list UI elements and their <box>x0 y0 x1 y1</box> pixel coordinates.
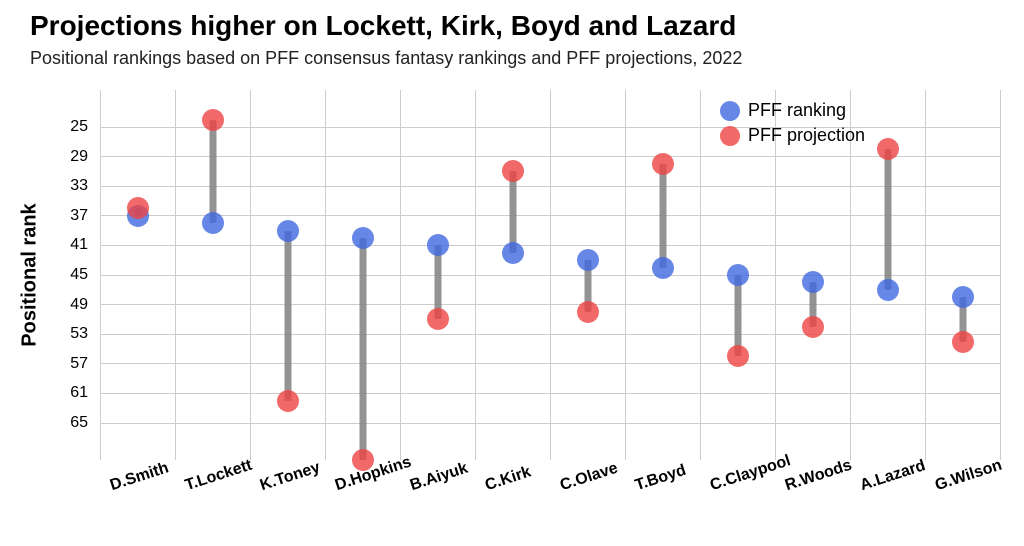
dot-ranking <box>577 249 599 271</box>
dot-ranking <box>427 234 449 256</box>
legend-item: PFF projection <box>720 125 865 146</box>
dot-ranking <box>502 242 524 264</box>
legend-label: PFF ranking <box>748 100 846 121</box>
dot-projection <box>877 138 899 160</box>
dot-projection <box>202 109 224 131</box>
dot-ranking <box>202 212 224 234</box>
gridline-vertical <box>325 90 326 460</box>
y-axis-label: Positional rank <box>19 203 42 346</box>
dot-projection <box>277 390 299 412</box>
legend-dot-ranking <box>720 101 740 121</box>
y-tick-label: 37 <box>48 207 88 225</box>
y-tick-label: 33 <box>48 177 88 195</box>
connector <box>884 149 891 290</box>
x-tick-label: R.Woods <box>783 457 854 495</box>
dot-projection <box>727 345 749 367</box>
dot-ranking <box>877 279 899 301</box>
x-tick-label: T.Lockett <box>183 457 255 496</box>
legend-dot-projection <box>720 126 740 146</box>
x-tick-label: T.Boyd <box>633 462 688 495</box>
connector <box>659 164 666 268</box>
dot-projection <box>952 331 974 353</box>
dot-projection <box>127 197 149 219</box>
gridline-vertical <box>625 90 626 460</box>
y-tick-label: 61 <box>48 384 88 402</box>
y-tick-label: 53 <box>48 325 88 343</box>
gridline-vertical <box>700 90 701 460</box>
legend-item: PFF ranking <box>720 100 865 121</box>
y-tick-label: 65 <box>48 414 88 432</box>
x-tick-label: C.Kirk <box>483 463 533 495</box>
y-tick-label: 49 <box>48 296 88 314</box>
dot-ranking <box>727 264 749 286</box>
dot-projection <box>577 301 599 323</box>
chart-subtitle: Positional rankings based on PFF consens… <box>30 48 742 69</box>
dot-projection <box>652 153 674 175</box>
connector <box>284 231 291 401</box>
dot-ranking <box>652 257 674 279</box>
dot-projection <box>502 160 524 182</box>
dot-ranking <box>952 286 974 308</box>
gridline-vertical <box>550 90 551 460</box>
x-tick-label: A.Lazard <box>858 457 928 495</box>
dot-ranking <box>352 227 374 249</box>
y-tick-label: 41 <box>48 236 88 254</box>
connector <box>209 120 216 224</box>
x-tick-label: G.Wilson <box>933 457 1004 495</box>
legend-label: PFF projection <box>748 125 865 146</box>
x-tick-label: K.Toney <box>258 459 322 495</box>
y-tick-label: 29 <box>48 148 88 166</box>
x-tick-label: D.Smith <box>108 459 171 495</box>
dot-ranking <box>277 220 299 242</box>
gridline-vertical <box>475 90 476 460</box>
gridline-vertical <box>1000 90 1001 460</box>
connector <box>359 238 366 460</box>
dot-ranking <box>802 271 824 293</box>
gridline-vertical <box>250 90 251 460</box>
dot-projection <box>802 316 824 338</box>
connector <box>734 275 741 356</box>
x-tick-label: B.Aiyuk <box>408 460 470 496</box>
chart-container: Projections higher on Lockett, Kirk, Boy… <box>0 0 1024 546</box>
chart-title: Projections higher on Lockett, Kirk, Boy… <box>30 10 736 42</box>
connector <box>509 171 516 252</box>
y-tick-label: 45 <box>48 266 88 284</box>
gridline-vertical <box>175 90 176 460</box>
gridline-vertical <box>100 90 101 460</box>
y-tick-label: 25 <box>48 118 88 136</box>
x-tick-label: C.Olave <box>558 460 620 496</box>
dot-projection <box>427 308 449 330</box>
y-tick-label: 57 <box>48 355 88 373</box>
gridline-vertical <box>400 90 401 460</box>
gridline-vertical <box>925 90 926 460</box>
legend: PFF ranking PFF projection <box>720 100 865 150</box>
